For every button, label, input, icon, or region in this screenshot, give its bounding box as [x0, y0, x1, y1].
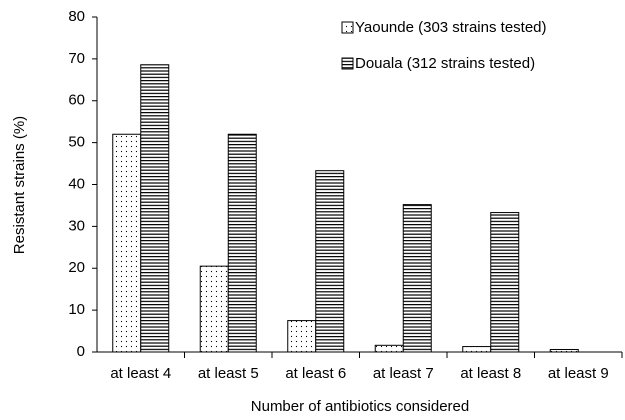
legend-swatch [341, 21, 354, 34]
bar [315, 170, 345, 353]
bar [287, 320, 317, 353]
y-tick-label: 40 [68, 175, 85, 192]
bar [227, 133, 257, 353]
x-tick-label: at least 8 [460, 365, 521, 382]
bar [374, 344, 404, 353]
bar [402, 204, 432, 353]
y-tick-label: 20 [68, 259, 85, 276]
y-tick-label: 60 [68, 92, 85, 109]
legend-label: Douala (312 strains tested) [355, 55, 535, 72]
x-tick-label: at least 6 [285, 365, 346, 382]
x-tick-label: at least 4 [110, 365, 171, 382]
x-tick-label: at least 5 [198, 365, 259, 382]
bar [490, 212, 520, 353]
y-tick-label: 30 [68, 217, 85, 234]
legend-swatch [341, 57, 354, 70]
x-tick-label: at least 7 [373, 365, 434, 382]
bar [199, 265, 229, 353]
y-axis-label: Resistant strains (%) [11, 116, 28, 254]
bar [112, 133, 142, 353]
x-tick-label: at least 9 [548, 365, 609, 382]
y-tick-label: 10 [68, 301, 85, 318]
x-axis-label: Number of antibiotics considered [251, 398, 469, 415]
y-tick-label: 70 [68, 50, 85, 67]
bar [462, 346, 492, 353]
y-tick-label: 80 [68, 8, 85, 25]
y-tick-label: 0 [77, 343, 85, 360]
bar [140, 64, 170, 353]
y-tick-label: 50 [68, 134, 85, 151]
legend-label: Yaounde (303 strains tested) [355, 19, 547, 36]
